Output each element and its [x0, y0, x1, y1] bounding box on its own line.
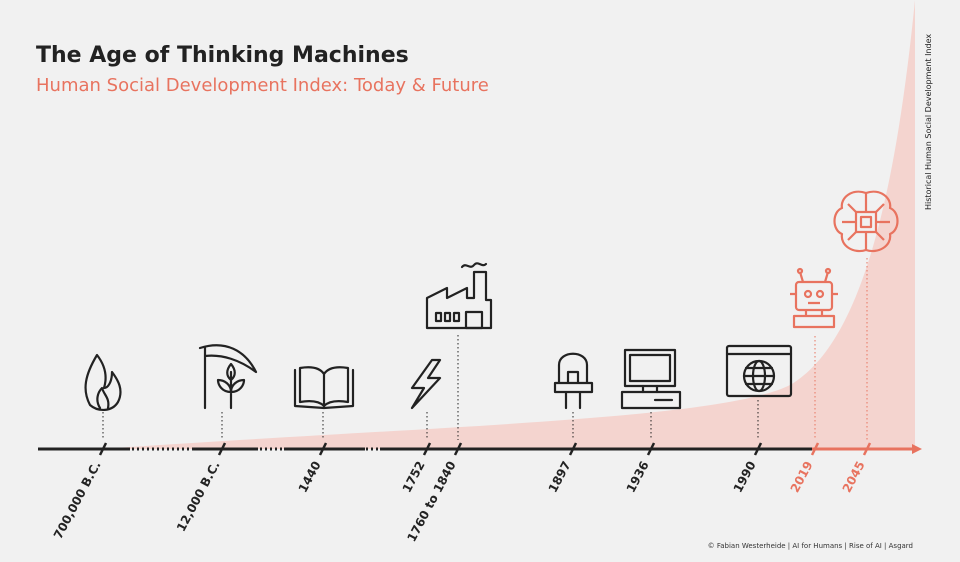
tick	[753, 442, 763, 456]
tick	[453, 442, 463, 456]
tick	[646, 442, 656, 456]
tick	[98, 442, 108, 456]
axis	[38, 444, 922, 454]
web-icon	[725, 344, 793, 398]
robot-icon	[790, 267, 838, 329]
axis-label: Historical Human Social Development Inde…	[924, 34, 933, 210]
icons	[84, 190, 899, 411]
book-icon	[293, 366, 355, 410]
factory-icon	[425, 262, 493, 330]
harvest-icon	[198, 344, 258, 410]
tick	[862, 442, 872, 456]
tick	[318, 442, 328, 456]
footer: © Fabian Westerheide | AI for Humans | R…	[708, 542, 913, 550]
tick	[568, 442, 578, 456]
lightning-icon	[410, 358, 442, 410]
index-curve	[100, 0, 915, 449]
tick	[810, 442, 820, 456]
computer-icon	[620, 348, 682, 410]
fire-icon	[84, 353, 122, 411]
tick	[217, 442, 227, 456]
bulb-icon	[553, 352, 594, 410]
ai-brain-icon	[833, 190, 899, 253]
title: The Age of Thinking Machines	[36, 43, 409, 68]
subtitle: Human Social Development Index: Today & …	[36, 75, 489, 96]
tick	[422, 442, 432, 456]
